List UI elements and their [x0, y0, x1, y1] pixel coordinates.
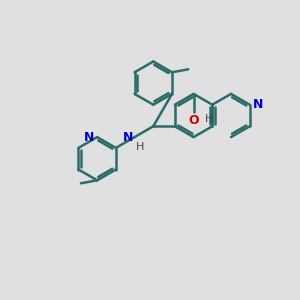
Text: N: N: [84, 130, 94, 144]
Text: H: H: [136, 142, 145, 152]
Text: N: N: [123, 130, 133, 144]
Text: H: H: [205, 114, 213, 124]
Text: O: O: [188, 114, 199, 127]
Text: N: N: [253, 98, 263, 111]
